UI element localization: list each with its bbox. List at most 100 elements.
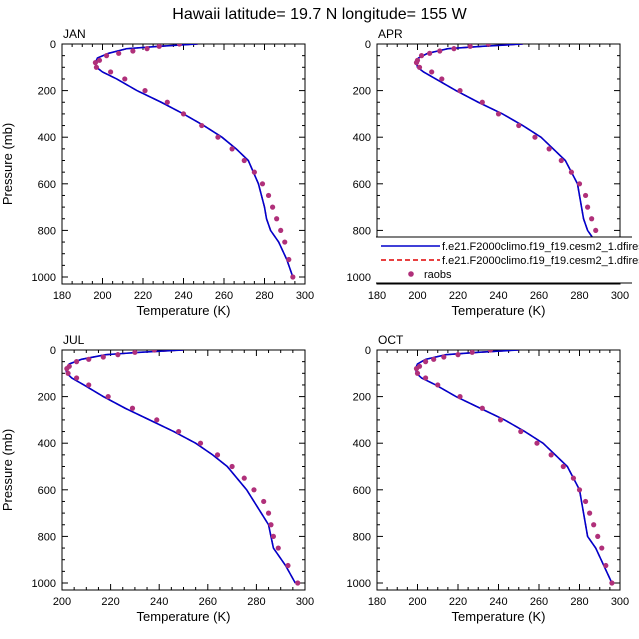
legend: f.e21.F2000climo.f19_f19.cesm2_1.dfiresf… bbox=[376, 236, 639, 284]
raobs-point bbox=[437, 48, 443, 54]
raobs-point bbox=[229, 146, 235, 152]
y-tick-label: 600 bbox=[38, 485, 56, 497]
raobs-point bbox=[180, 111, 187, 117]
raobs-point bbox=[103, 53, 110, 59]
raobs-point bbox=[558, 157, 564, 164]
raobs-point bbox=[516, 122, 522, 129]
y-tick-label: 1000 bbox=[347, 272, 371, 284]
raobs-point bbox=[413, 60, 420, 66]
y-tick-label: 0 bbox=[365, 345, 371, 357]
x-tick-label: 280 bbox=[247, 596, 265, 608]
panel-label: JAN bbox=[63, 27, 86, 41]
raobs-point bbox=[176, 44, 183, 47]
figure-title: Hawaii latitude= 19.7 N longitude= 155 W bbox=[172, 6, 467, 23]
raobs-point bbox=[455, 352, 461, 358]
x-tick-label: 220 bbox=[449, 596, 467, 608]
raobs-point bbox=[265, 510, 272, 516]
y-tick-label: 800 bbox=[38, 225, 56, 237]
raobs-point bbox=[497, 417, 504, 423]
x-tick-label: 300 bbox=[296, 290, 314, 302]
x-tick-label: 220 bbox=[449, 290, 467, 302]
panel-label: OCT bbox=[378, 333, 404, 347]
x-tick-label: 300 bbox=[611, 596, 629, 608]
raobs-point bbox=[270, 204, 276, 210]
raobs-point bbox=[423, 359, 429, 365]
raobs-point bbox=[176, 428, 182, 435]
y-tick-label: 0 bbox=[50, 345, 56, 357]
y-tick-label: 800 bbox=[38, 531, 56, 543]
raobs-point bbox=[261, 498, 267, 505]
y-tick-label: 1000 bbox=[32, 272, 56, 284]
raobs-point bbox=[441, 354, 447, 360]
x-tick-label: 200 bbox=[408, 596, 426, 608]
legend-swatch-dot bbox=[408, 271, 414, 277]
raobs-point bbox=[142, 88, 148, 94]
plot-area bbox=[413, 44, 611, 280]
raobs-point bbox=[518, 428, 524, 435]
raobs-point bbox=[589, 216, 595, 222]
raobs-point bbox=[241, 475, 247, 481]
raobs-point bbox=[251, 169, 257, 175]
raobs-point bbox=[582, 192, 589, 199]
raobs-point bbox=[285, 562, 291, 569]
x-tick-label: 280 bbox=[255, 290, 273, 302]
legend-label: f.e21.F2000climo.f19_f19.cesm2_1.dfires bbox=[442, 255, 639, 267]
raobs-point bbox=[116, 50, 122, 56]
raobs-point bbox=[487, 350, 493, 353]
y-tick-label: 600 bbox=[38, 179, 56, 191]
x-tick-label: 220 bbox=[101, 596, 119, 608]
raobs-point bbox=[414, 370, 421, 376]
raobs-point bbox=[73, 375, 80, 381]
y-tick-label: 800 bbox=[353, 531, 371, 543]
raobs-point bbox=[268, 522, 274, 528]
x-tick-label: 300 bbox=[296, 596, 314, 608]
raobs-point bbox=[130, 48, 136, 54]
y-tick-label: 400 bbox=[38, 132, 56, 144]
raobs-point bbox=[241, 157, 247, 164]
raobs-point bbox=[156, 44, 162, 49]
raobs-point bbox=[129, 405, 136, 411]
plot-area bbox=[413, 350, 615, 586]
raobs-point bbox=[593, 227, 599, 234]
raobs-point bbox=[286, 256, 292, 263]
raobs-point bbox=[144, 46, 150, 52]
raobs-point bbox=[423, 375, 429, 381]
y-tick-label: 0 bbox=[365, 39, 371, 51]
raobs-point bbox=[576, 487, 583, 493]
x-tick-label: 240 bbox=[150, 596, 168, 608]
panel-jan: 180 200 220 240 260 280 300 0 200 400 600 800 1000 JA… bbox=[0, 27, 314, 318]
panel-jul: 200 220 240 260 280 300 0 200 400 600 800 1000 JUL Te… bbox=[0, 333, 314, 624]
raobs-point bbox=[270, 533, 277, 540]
raobs-point bbox=[282, 239, 288, 245]
raobs-point bbox=[215, 134, 221, 140]
panels: 180 200 220 240 260 280 300 0 200 400 600 800 1000 JA… bbox=[0, 27, 639, 624]
plot-area bbox=[64, 350, 301, 586]
raobs-point bbox=[290, 274, 296, 280]
raobs-point bbox=[479, 99, 485, 105]
raobs-point bbox=[86, 382, 92, 388]
legend-label: raobs bbox=[424, 269, 452, 281]
y-tick-label: 200 bbox=[38, 86, 56, 98]
x-axis-label: Temperature (K) bbox=[137, 609, 231, 624]
raobs-point bbox=[457, 88, 463, 94]
y-tick-label: 1000 bbox=[347, 578, 371, 590]
x-tick-label: 240 bbox=[489, 290, 507, 302]
x-tick-label: 280 bbox=[570, 290, 588, 302]
x-tick-label: 180 bbox=[368, 596, 386, 608]
y-tick-label: 400 bbox=[353, 132, 371, 144]
raobs-point bbox=[122, 76, 128, 82]
raobs-point bbox=[587, 510, 593, 516]
raobs-point bbox=[100, 354, 106, 360]
raobs-point bbox=[568, 169, 575, 175]
raobs-point bbox=[86, 356, 92, 362]
legend-background bbox=[376, 237, 632, 283]
raobs-point bbox=[585, 204, 591, 210]
raobs-point bbox=[265, 192, 272, 199]
raobs-point bbox=[229, 463, 235, 470]
y-tick-label: 200 bbox=[353, 392, 371, 404]
raobs-point bbox=[595, 533, 601, 540]
x-tick-label: 200 bbox=[408, 290, 426, 302]
raobs-point bbox=[73, 359, 80, 365]
x-tick-label: 260 bbox=[530, 290, 548, 302]
x-tick-label: 260 bbox=[215, 290, 233, 302]
